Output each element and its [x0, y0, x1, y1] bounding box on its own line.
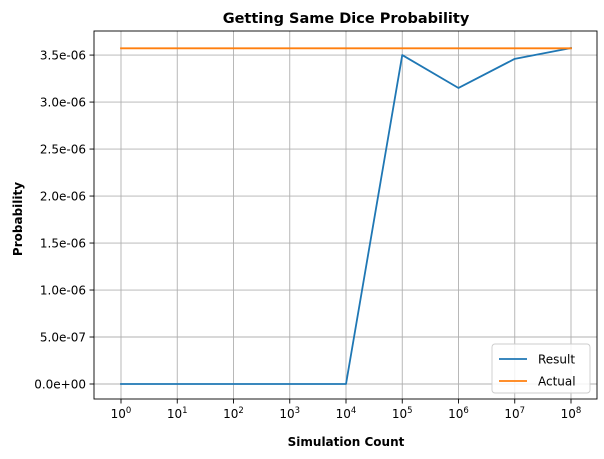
x-tick-base: 10: [561, 407, 576, 421]
y-axis-label: Probability: [11, 182, 25, 256]
x-tick-base: 10: [279, 407, 294, 421]
x-tick-base: 10: [392, 407, 407, 421]
x-tick-base: 10: [167, 407, 182, 421]
y-tick-label: 3.0e-06: [40, 96, 86, 110]
x-tick-label: 102: [223, 406, 244, 421]
x-axis-label: Simulation Count: [288, 435, 405, 449]
x-tick-base: 10: [223, 407, 238, 421]
x-tick-base: 10: [336, 407, 351, 421]
x-axis-ticks: 100 101 102 103 104 105 106 107 108: [111, 399, 582, 421]
y-axis-ticks: 0.0e+00 5.0e-07 1.0e-06 1.5e-06 2.0e-06 2.5e-…: [34, 49, 94, 392]
y-tick-label: 2.0e-06: [40, 190, 86, 204]
x-tick-exponent: 4: [351, 406, 356, 416]
y-tick-label: 0.0e+00: [34, 378, 86, 392]
x-tick-label: 101: [167, 406, 188, 421]
x-tick-exponent: 5: [407, 406, 412, 416]
x-tick-exponent: 0: [126, 406, 131, 416]
x-tick-exponent: 6: [463, 406, 468, 416]
legend: Result Actual: [491, 343, 591, 394]
x-tick-exponent: 7: [520, 406, 525, 416]
x-tick-label: 108: [561, 406, 582, 421]
series-line-result: [120, 46, 573, 385]
x-tick-exponent: 8: [576, 406, 581, 416]
x-tick-base: 10: [448, 407, 463, 421]
x-tick-exponent: 2: [238, 406, 243, 416]
x-tick-label: 100: [111, 406, 132, 421]
x-tick-exponent: 3: [295, 406, 300, 416]
plot-frame: [93, 30, 598, 400]
x-tick-base: 10: [111, 407, 126, 421]
series-layer: [120, 46, 573, 385]
x-tick-label: 104: [336, 406, 357, 421]
x-tick-base: 10: [504, 407, 519, 421]
x-tick-label: 103: [279, 406, 300, 421]
x-tick-label: 106: [448, 406, 469, 421]
y-tick-label: 1.5e-06: [40, 237, 86, 251]
legend-label-result: Result: [538, 353, 575, 367]
y-tick-label: 2.5e-06: [40, 143, 86, 157]
x-tick-exponent: 1: [182, 406, 187, 416]
x-tick-label: 107: [504, 406, 525, 421]
y-tick-label: 1.0e-06: [40, 284, 86, 298]
chart-title: Getting Same Dice Probability: [223, 11, 470, 27]
y-tick-label: 5.0e-07: [40, 331, 86, 345]
legend-label-actual: Actual: [538, 375, 576, 389]
x-tick-label: 105: [392, 406, 413, 421]
y-tick-label: 3.5e-06: [40, 49, 86, 63]
